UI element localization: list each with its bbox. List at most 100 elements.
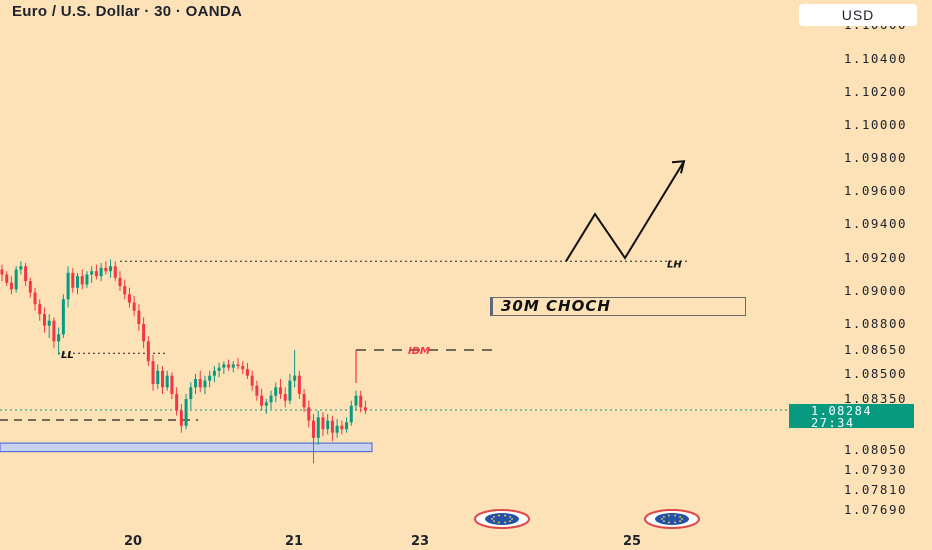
- candle-body: [76, 276, 80, 288]
- candle-body: [255, 385, 259, 396]
- candle-body: [137, 310, 141, 324]
- eu-flag-icon[interactable]: [474, 509, 530, 529]
- candle-body: [118, 277, 122, 287]
- candle-body: [321, 417, 325, 430]
- event-marker-star: [498, 521, 500, 524]
- candle-body: [142, 324, 146, 342]
- bar-countdown: 27:34: [811, 416, 855, 430]
- event-marker-star: [663, 520, 665, 523]
- y-tick-label: 1.08500: [844, 366, 907, 381]
- event-marker-star: [511, 518, 513, 520]
- candle-body: [278, 387, 282, 394]
- projection-arrowhead: [671, 160, 686, 174]
- candle-body: [24, 266, 28, 282]
- candle-body: [179, 410, 183, 426]
- event-marker-star: [663, 515, 665, 518]
- candle-body: [307, 407, 311, 421]
- y-tick-label: 1.10200: [844, 84, 907, 99]
- candle-body: [33, 292, 37, 305]
- y-tick-label: 1.08800: [844, 316, 907, 331]
- idm-label: IDM: [408, 346, 430, 357]
- candle-body: [42, 314, 46, 326]
- candle-body: [203, 380, 207, 388]
- choch-label: 30M CHOCH: [490, 297, 746, 316]
- y-tick-label: 1.07810: [844, 482, 907, 497]
- candle-body: [288, 380, 292, 401]
- candle-body: [19, 266, 23, 270]
- candle-body: [57, 334, 61, 342]
- candle-body: [198, 379, 202, 388]
- candle-body: [38, 304, 42, 315]
- level-lines: [0, 260, 789, 453]
- event-marker-star: [491, 518, 493, 520]
- candle-body: [113, 266, 117, 278]
- candle-body: [274, 387, 278, 396]
- last-price: 1.08284: [811, 404, 873, 418]
- candle-body: [0, 269, 4, 275]
- event-marker-star: [668, 521, 670, 524]
- candle-body: [52, 320, 56, 342]
- candle-body: [316, 417, 320, 438]
- candle-body: [340, 425, 344, 430]
- candle-body: [132, 302, 136, 311]
- y-tick-label: 1.09400: [844, 216, 907, 231]
- candle-body: [156, 370, 160, 384]
- candle-body: [90, 271, 94, 275]
- candle-body: [217, 367, 221, 371]
- candle-body: [104, 267, 108, 272]
- event-marker-flag: [485, 513, 519, 525]
- candle-body: [189, 387, 193, 399]
- event-marker-star: [493, 520, 495, 523]
- candle-body: [109, 266, 113, 272]
- candle-body: [250, 375, 254, 386]
- candle-body: [5, 274, 9, 283]
- candle-body: [330, 420, 334, 433]
- candle-body: [28, 281, 32, 293]
- y-tick-label: 1.10000: [844, 117, 907, 132]
- candle-body: [66, 272, 70, 300]
- candle-body: [146, 341, 150, 362]
- candle-body: [227, 364, 231, 368]
- projection-path: [565, 160, 685, 262]
- candlestick-series: [0, 259, 367, 464]
- candle-body: [260, 395, 264, 406]
- candle-body: [231, 364, 235, 368]
- drawing-layer: LH LL IDM: [61, 160, 686, 361]
- y-tick-label: 1.07690: [844, 502, 907, 517]
- x-tick-label: 21: [285, 534, 303, 549]
- candle-body: [165, 375, 169, 388]
- candle-body: [359, 395, 363, 408]
- candle-body: [264, 402, 268, 406]
- event-marker-star: [679, 520, 681, 523]
- y-tick-label: 1.08650: [844, 342, 907, 357]
- candle-body: [222, 364, 226, 368]
- candle-body: [85, 274, 89, 285]
- event-marker-star: [509, 515, 511, 518]
- candle-body: [345, 422, 349, 430]
- event-marker-star: [674, 514, 676, 517]
- candle-body: [212, 370, 216, 376]
- event-marker-star: [661, 518, 663, 520]
- event-marker-star: [679, 515, 681, 518]
- event-marker-star: [504, 514, 506, 517]
- event-marker-star: [674, 521, 676, 524]
- candle-body: [14, 269, 18, 290]
- demand-zone: [0, 442, 373, 453]
- y-tick-label: 1.08050: [844, 442, 907, 457]
- candle-body: [151, 361, 155, 384]
- currency-button[interactable]: USD: [799, 4, 917, 26]
- time-axis[interactable]: 20 21 23 25: [124, 509, 700, 549]
- candle-body: [245, 369, 249, 376]
- candle-body: [9, 282, 13, 290]
- y-tick-label: 1.07930: [844, 462, 907, 477]
- eu-flag-icon[interactable]: [644, 509, 700, 529]
- price-axis[interactable]: 1.106001.104001.102001.100001.098001.096…: [844, 17, 907, 517]
- lh-label: LH: [667, 259, 682, 270]
- y-tick-label: 1.09800: [844, 150, 907, 165]
- candle-body: [94, 271, 98, 277]
- candle-body: [293, 375, 297, 381]
- y-tick-label: 1.10400: [844, 51, 907, 66]
- candle-body: [160, 370, 164, 388]
- event-marker-star: [504, 521, 506, 524]
